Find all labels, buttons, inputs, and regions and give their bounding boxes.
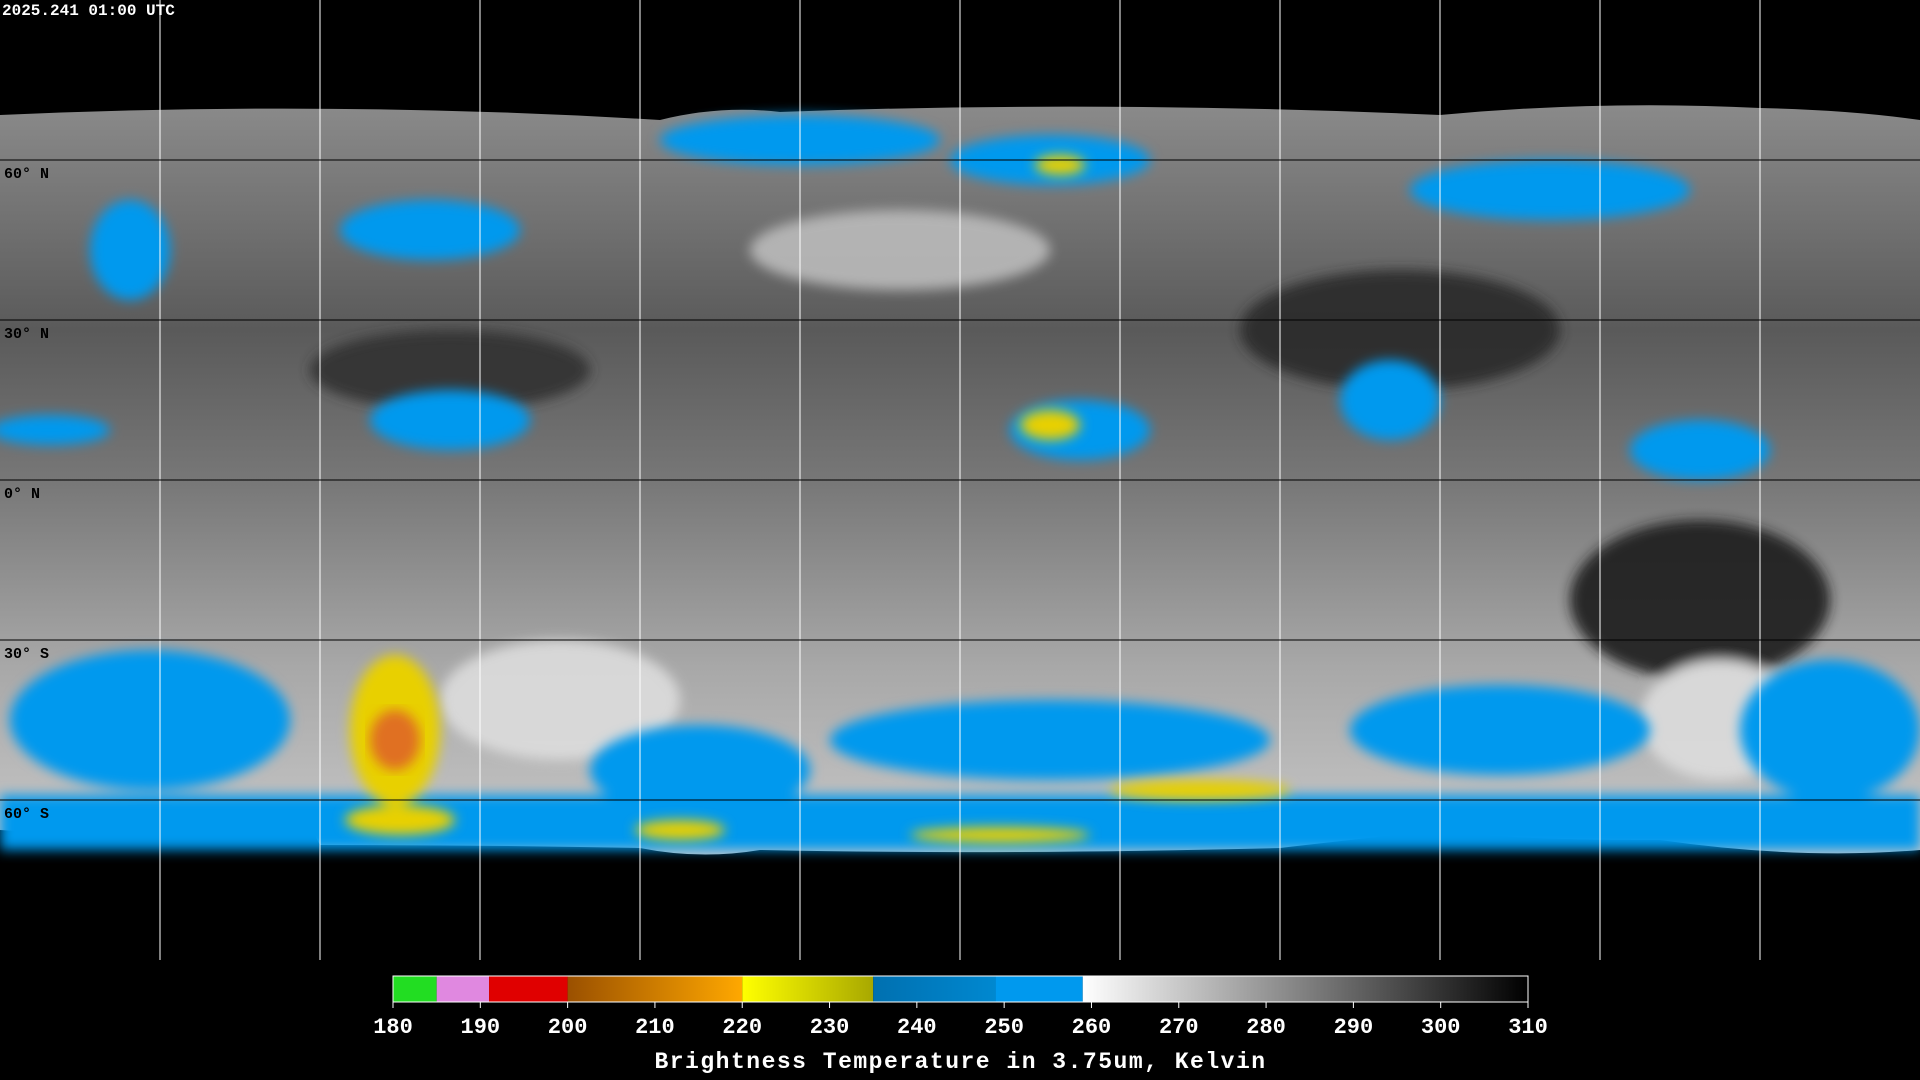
colorbar-segment — [567, 976, 743, 1002]
colorbar-tick-label: 260 — [1072, 1015, 1112, 1040]
timestamp: 2025.241 01:00 UTC — [2, 2, 175, 20]
colorbar-frame — [392, 975, 1529, 1003]
colorbar-tick-label: 220 — [722, 1015, 762, 1040]
latitude-label: 30° N — [4, 326, 49, 343]
colorbar-title: Brightness Temperature in 3.75um, Kelvin — [654, 1049, 1266, 1075]
colorbar-tick-label: 270 — [1159, 1015, 1199, 1040]
colorbar-tick-label: 280 — [1246, 1015, 1286, 1040]
colorbar-tick-label: 230 — [810, 1015, 850, 1040]
colorbar-tick-label: 300 — [1421, 1015, 1461, 1040]
latitude-label: 60° N — [4, 166, 49, 183]
colorbar-segment — [393, 976, 437, 1002]
colorbar-tick-label: 180 — [373, 1015, 413, 1040]
colorbar-segment — [436, 976, 490, 1002]
latitude-grid: 60° N 30° N 0° N 30° S 60° S — [0, 159, 1920, 823]
colorbar-segment — [489, 976, 568, 1002]
colorbar-tick-label: 310 — [1508, 1015, 1548, 1040]
colorbar-segment — [873, 976, 996, 1002]
latitude-label: 0° N — [4, 486, 40, 503]
colorbar-tick-label: 250 — [984, 1015, 1024, 1040]
colorbar-tick-label: 290 — [1334, 1015, 1374, 1040]
latitude-label: 30° S — [4, 646, 49, 663]
colorbar-segment — [995, 976, 1083, 1002]
colorbar-segment — [1082, 976, 1528, 1002]
colorbar-tick-label: 210 — [635, 1015, 675, 1040]
colorbar-tick-label: 200 — [548, 1015, 588, 1040]
colorbar-tick-label: 190 — [461, 1015, 501, 1040]
colorbar: 180 190 200 210 220 230 240 250 260 270 280 290 300 3… — [373, 975, 1548, 1075]
colorbar-tick-label: 240 — [897, 1015, 937, 1040]
latitude-label: 60° S — [4, 806, 49, 823]
colorbar-segment — [742, 976, 874, 1002]
